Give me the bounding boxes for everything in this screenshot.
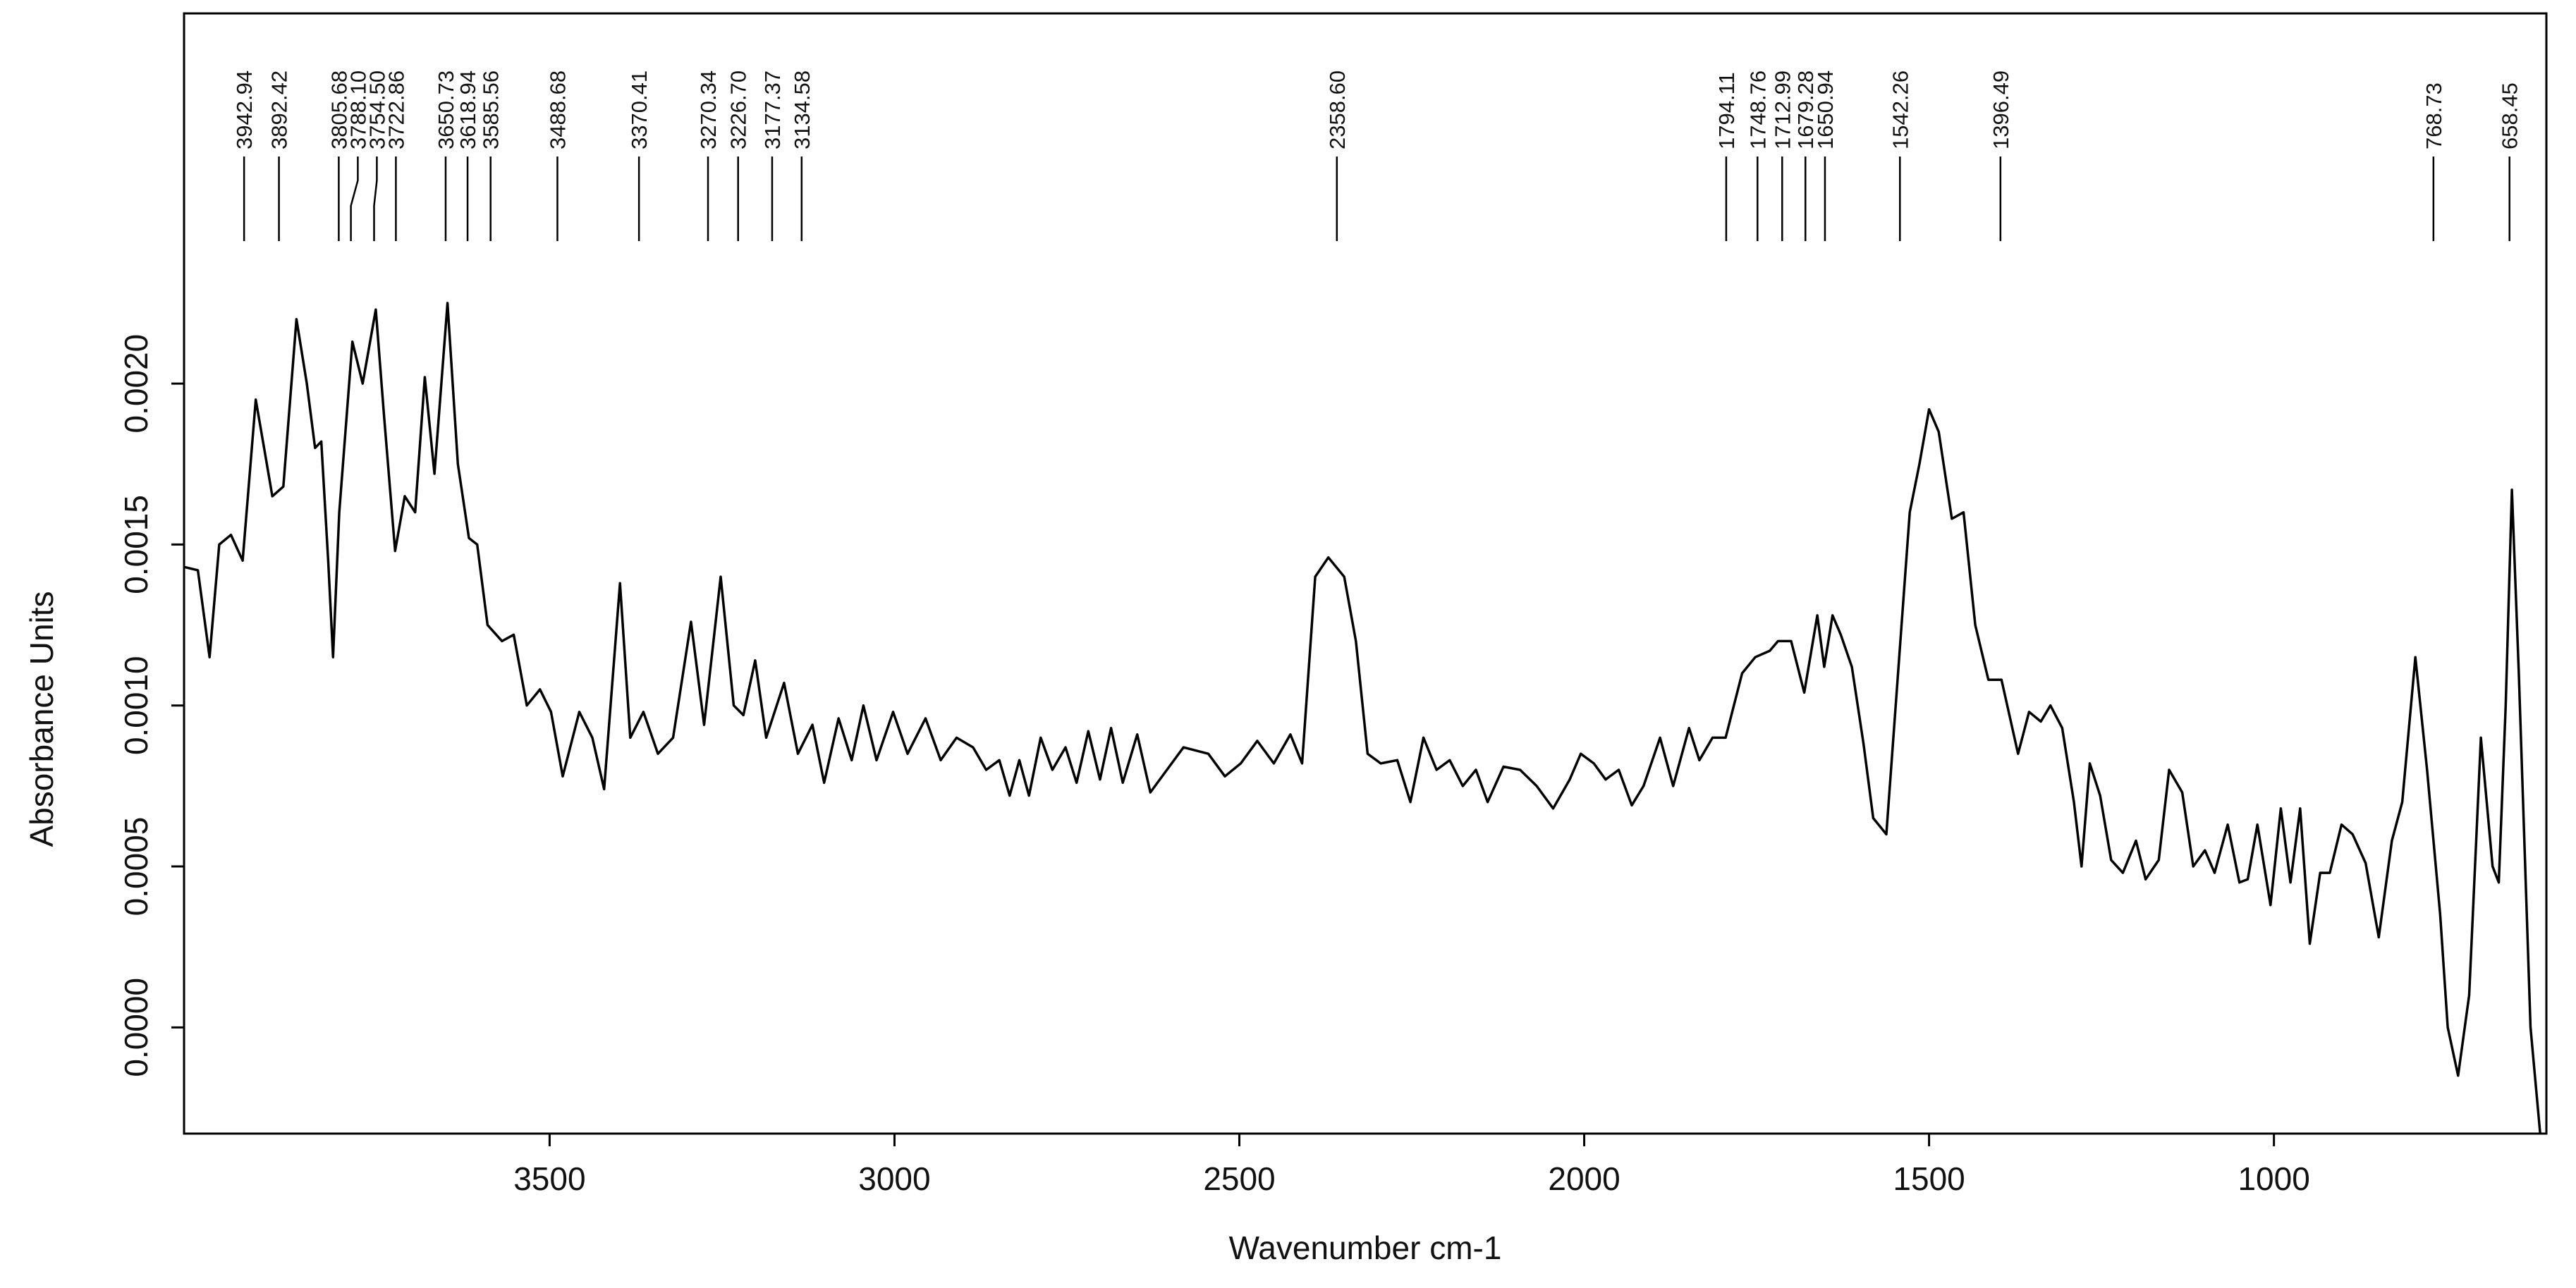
x-tick-label: 1000 [2238, 1160, 2309, 1197]
y-tick-label: 0.0000 [118, 978, 154, 1077]
plot-frame [183, 12, 2548, 1135]
y-tick-label: 0.0015 [118, 495, 154, 594]
x-tick-label: 2000 [1548, 1160, 1620, 1197]
x-tick-label: 1500 [1893, 1160, 1965, 1197]
peak-label: 3942.94 [232, 70, 257, 149]
peak-label: 2358.60 [1325, 70, 1350, 149]
peak-label: 3585.56 [479, 70, 503, 149]
peak-label: 1712.99 [1770, 70, 1795, 149]
peak-label: 3754.50 [365, 70, 389, 149]
peak-label: 658.45 [2498, 82, 2522, 149]
x-tick-label: 2500 [1203, 1160, 1275, 1197]
peak-marker [373, 157, 378, 241]
peak-label: 1794.11 [1714, 72, 1739, 149]
peak-label: 3805.68 [326, 70, 351, 149]
y-tick-label: 0.0020 [118, 334, 154, 434]
peak-marker [350, 157, 359, 241]
y-tick-label: 0.0005 [118, 817, 154, 916]
y-axis-title: Absorbance Units [23, 591, 60, 847]
peak-label: 3618.94 [456, 70, 480, 149]
peak-label: 3722.86 [384, 70, 408, 149]
spectrum-line [184, 302, 2541, 1134]
peak-label: 1396.49 [1989, 70, 2013, 149]
x-tick-label: 3000 [858, 1160, 930, 1197]
peak-label: 1650.94 [1813, 70, 1838, 149]
peak-label: 3270.34 [696, 70, 721, 149]
x-tick-label: 3500 [513, 1160, 585, 1197]
peak-label: 768.73 [2422, 82, 2446, 149]
peak-label: 1679.28 [1793, 70, 1818, 149]
y-tick-label: 0.0010 [118, 656, 154, 755]
peak-label: 3370.41 [627, 70, 652, 149]
peak-label: 3892.42 [267, 70, 292, 149]
peak-label: 3788.10 [346, 70, 370, 149]
peak-label: 3488.68 [545, 70, 570, 149]
peak-label: 3177.37 [760, 70, 785, 149]
peak-label: 1748.76 [1745, 70, 1770, 149]
peak-label: 3226.70 [726, 70, 751, 149]
x-axis-title: Wavenumber cm-1 [1229, 1229, 1502, 1266]
peak-label: 3650.73 [434, 70, 458, 149]
peak-label: 3134.58 [790, 70, 814, 149]
peak-label: 1542.26 [1888, 70, 1912, 149]
